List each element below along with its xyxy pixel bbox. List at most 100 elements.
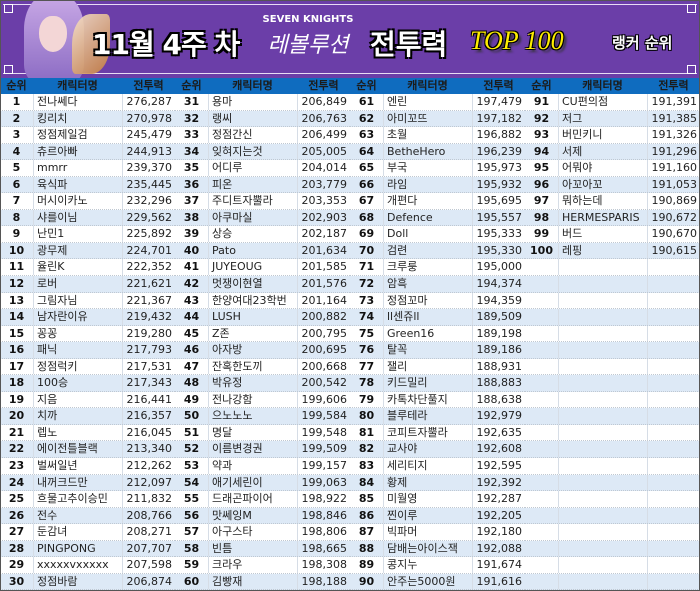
cell-power: 200,668: [297, 358, 350, 375]
cell-rank: 22: [8, 442, 25, 456]
table-row: [525, 557, 700, 574]
cell-name: 박유정: [208, 375, 297, 391]
cell-name: 키드밀리: [383, 375, 472, 391]
cell-name: 서제: [558, 143, 647, 160]
cell-rank: 27: [8, 525, 25, 539]
cell-name: 정점꼬마: [383, 292, 472, 309]
table-row: 99 버드 190,670: [525, 226, 700, 243]
cell-rank: 74: [358, 310, 375, 324]
ranking-group: 순위 캐릭터명 전투력 31 용마 206,849 32 랭씨 206,763 33 정점간신 206…: [175, 78, 350, 591]
cell-power: [647, 292, 700, 309]
table-row: 89 콩지누 191,674: [350, 557, 525, 574]
table-row: 84 황제 192,392: [350, 474, 525, 492]
column-header-power: 전투력: [483, 79, 514, 92]
cell-power: 191,326: [647, 127, 700, 143]
cell-rank: 56: [183, 508, 200, 522]
cell-power: 203,779: [297, 176, 350, 193]
cell-power: [647, 474, 700, 491]
table-row: 47 잔혹한도끼 200,668: [175, 358, 350, 376]
table-row: 26 전수 208,766: [0, 507, 175, 525]
cell-name: 레핑: [558, 242, 647, 259]
cell-rank: [525, 557, 558, 573]
table-row: 74 ll센쥬ll 189,509: [350, 309, 525, 326]
cell-name: 아구스타: [208, 524, 297, 540]
table-row: 95 어뭐야 191,160: [525, 160, 700, 177]
table-row: 87 빅파머 192,180: [350, 524, 525, 541]
cell-power: 211,832: [122, 491, 175, 507]
cell-rank: 68: [358, 210, 375, 224]
cell-rank: 100: [530, 243, 553, 257]
table-row: 9 난민1 225,892: [0, 226, 175, 243]
table-row: 73 정점꼬마 194,359: [350, 292, 525, 310]
table-row: 49 전나강함 199,606: [175, 391, 350, 409]
corner-ornament: [4, 4, 13, 13]
cell-power: 200,695: [297, 342, 350, 358]
cell-rank: 13: [8, 293, 25, 307]
table-row: [525, 358, 700, 376]
cell-name: 흐물고추이승민: [33, 491, 122, 507]
cell-name: 약과: [208, 458, 297, 474]
cell-rank: 98: [533, 210, 550, 224]
cell-power: 198,806: [297, 524, 350, 540]
table-row: 24 내꺼크드만 212,097: [0, 474, 175, 492]
cell-rank: 69: [358, 227, 375, 241]
cell-power: 190,869: [647, 193, 700, 209]
cell-power: 225,892: [122, 226, 175, 242]
ranking-group: 순위 캐릭터명 전투력 1 전나쎄다 276,287 2 킹리치 270,978 3 정점제일검 24…: [0, 78, 175, 591]
cell-power: 200,542: [297, 375, 350, 391]
cell-name: [558, 358, 647, 375]
table-row: 5 mmrr 239,370: [0, 160, 175, 177]
table-row: 96 아꼬아꼬 191,053: [525, 176, 700, 194]
cell-power: 189,509: [472, 309, 525, 325]
cell-rank: 48: [183, 376, 200, 390]
cell-power: 216,441: [122, 391, 175, 408]
cell-power: 199,548: [297, 424, 350, 441]
table-row: 82 교사야 192,608: [350, 441, 525, 459]
table-row: 32 랭씨 206,763: [175, 110, 350, 128]
cell-power: 191,616: [472, 573, 525, 590]
cell-rank: 4: [12, 144, 21, 158]
cell-power: 212,097: [122, 474, 175, 491]
title-suffix: 랭커 순위: [612, 34, 673, 52]
cell-power: 188,883: [472, 375, 525, 391]
cell-power: 199,509: [297, 441, 350, 458]
cell-name: [558, 474, 647, 491]
corner-ornament: [4, 65, 13, 74]
cell-name: 정점제일검: [33, 127, 122, 143]
cell-rank: 49: [183, 392, 200, 406]
cell-rank: [525, 541, 558, 557]
cell-power: 195,330: [472, 242, 525, 259]
cell-rank: 66: [358, 177, 375, 191]
table-row: [525, 441, 700, 459]
cell-rank: [525, 309, 558, 325]
cell-name: 한양여대23학번: [208, 292, 297, 309]
cell-power: 219,432: [122, 309, 175, 325]
cell-name: 빅파머: [383, 524, 472, 540]
cell-name: 상승: [208, 226, 297, 242]
table-row: 68 Defence 195,557: [350, 209, 525, 227]
table-row: [525, 309, 700, 326]
cell-rank: 9: [12, 227, 21, 241]
table-row: 30 정점바람 206,874: [0, 573, 175, 591]
cell-power: 239,370: [122, 160, 175, 176]
cell-rank: 33: [183, 128, 200, 142]
cell-power: 216,045: [122, 424, 175, 441]
cell-rank: 71: [358, 260, 375, 274]
cell-power: 199,063: [297, 474, 350, 491]
cell-name: [558, 540, 647, 557]
cell-power: 196,882: [472, 127, 525, 143]
table-row: 48 박유정 200,542: [175, 375, 350, 392]
cell-name: 크라우: [208, 557, 297, 573]
cell-name: [558, 557, 647, 573]
cell-name: 지음: [33, 391, 122, 408]
cell-rank: 29: [8, 558, 25, 572]
cell-rank: 83: [358, 459, 375, 473]
cell-rank: 26: [8, 508, 25, 522]
cell-rank: 93: [533, 128, 550, 142]
table-row: 20 치까 216,357: [0, 408, 175, 425]
table-row: 94 서제 191,296: [525, 143, 700, 161]
cell-name: 으노노노: [208, 408, 297, 424]
table-row: 58 빈틈 198,665: [175, 540, 350, 558]
cell-power: 213,340: [122, 441, 175, 458]
cell-name: BetheHero: [383, 143, 472, 160]
